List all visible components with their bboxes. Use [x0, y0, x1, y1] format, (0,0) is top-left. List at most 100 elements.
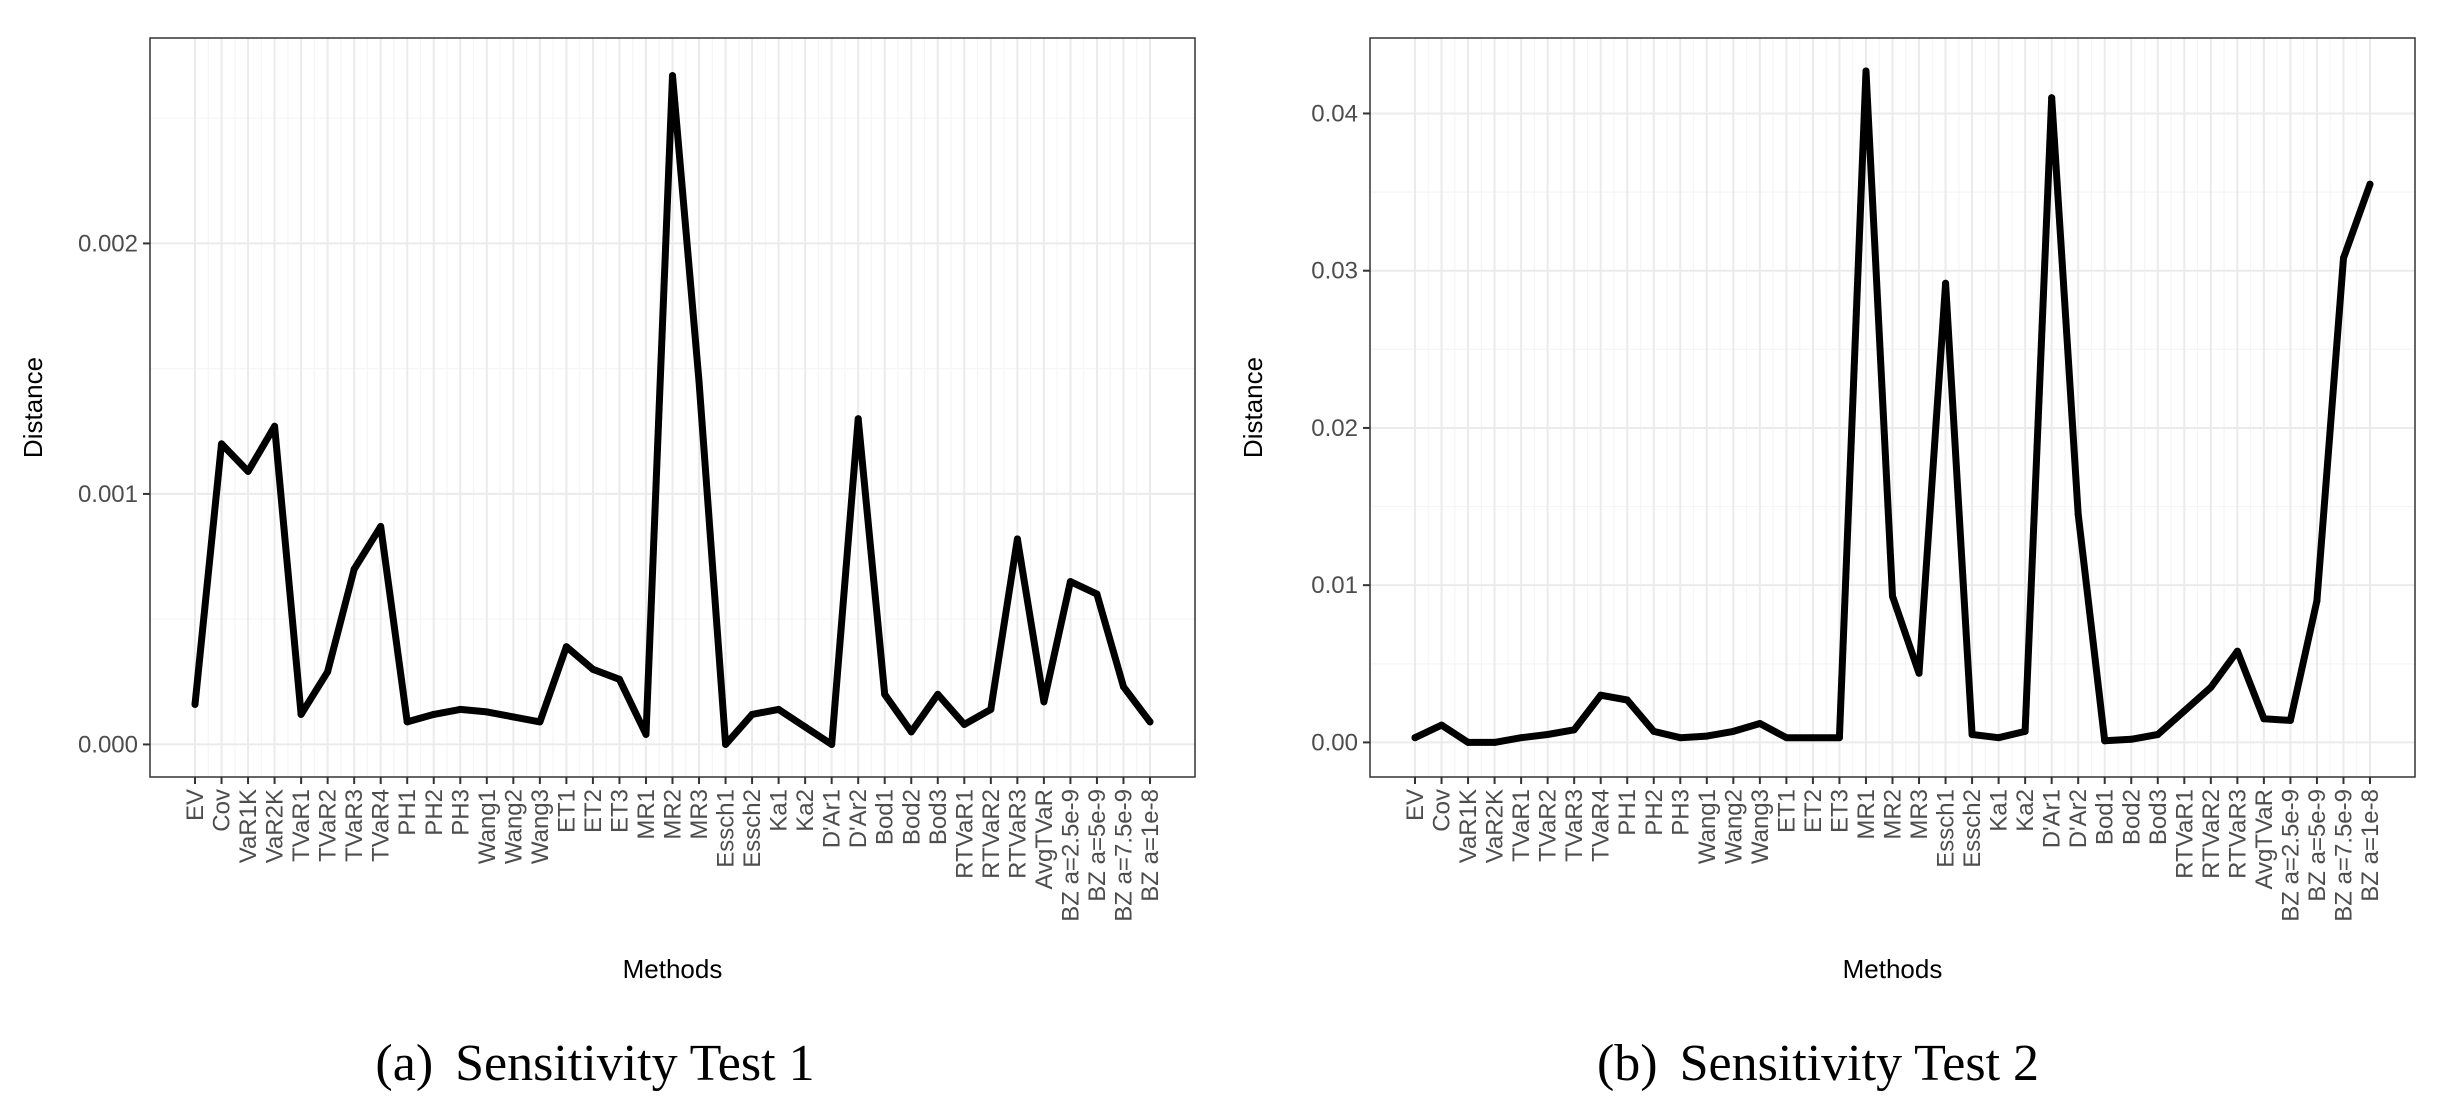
x-tick-label: AvgTVaR	[2251, 789, 2278, 890]
x-tick-label: ET2	[1800, 789, 1827, 833]
data-point	[456, 705, 464, 713]
data-point	[1995, 734, 2003, 742]
y-tick-label: 0.002	[78, 230, 138, 257]
data-point	[1942, 279, 1950, 287]
caption-label: (b)	[1597, 1035, 1658, 1092]
data-point	[562, 643, 570, 651]
y-tick-label: 0.02	[1311, 415, 1358, 442]
y-axis-title: Distance	[1238, 357, 1268, 458]
data-point	[2207, 683, 2215, 691]
x-tick-label: Wang2	[1720, 789, 1747, 864]
data-point	[403, 718, 411, 726]
data-point	[1756, 720, 1764, 728]
x-tick-label: BZ a=1e-8	[2357, 789, 2384, 902]
data-point	[1491, 738, 1499, 746]
x-tick-label: TVaR4	[368, 789, 395, 862]
y-tick-label: 0.00	[1311, 729, 1358, 756]
x-tick-label: ET1	[553, 789, 580, 833]
data-point	[642, 730, 650, 738]
x-tick-label: Wang1	[474, 789, 501, 864]
x-tick-label: Essch2	[1959, 789, 1986, 868]
x-tick-label: Ka1	[766, 789, 793, 832]
data-point	[509, 713, 517, 721]
data-point	[1411, 734, 1419, 742]
x-tick-label: TVaR4	[1588, 789, 1615, 862]
data-point	[1040, 698, 1048, 706]
x-tick-label: Cov	[1429, 789, 1456, 832]
x-tick-label: RTVaR1	[951, 789, 978, 879]
x-tick-label: RTVaR1	[2171, 789, 2198, 879]
x-tick-label: Ka2	[792, 789, 819, 832]
y-axis-title: Distance	[18, 357, 48, 458]
x-tick-label: ET2	[580, 789, 607, 833]
x-tick-label: MR3	[1906, 789, 1933, 840]
data-point	[1835, 734, 1843, 742]
x-tick-label: RTVaR2	[2198, 789, 2225, 879]
data-point	[1729, 727, 1737, 735]
data-point	[1650, 727, 1658, 735]
x-tick-label: Bod2	[898, 789, 925, 845]
data-point	[1889, 592, 1896, 600]
x-tick-label: Essch1	[713, 789, 740, 868]
x-tick-label: VaR2K	[1482, 789, 1509, 863]
x-tick-label: Wang3	[1747, 789, 1774, 864]
data-point	[1066, 578, 1074, 586]
caption-title: Sensitivity Test 1	[455, 1035, 814, 1092]
figure-caption: (a) Sensitivity Test 1	[375, 1035, 814, 1092]
data-point	[907, 728, 915, 736]
data-point	[1703, 732, 1711, 740]
data-point	[1146, 718, 1154, 726]
data-point	[191, 700, 199, 708]
data-point	[1782, 734, 1790, 742]
x-tick-label: TVaR1	[1508, 789, 1535, 862]
data-point	[2101, 737, 2109, 745]
y-tick-label: 0.001	[78, 481, 138, 508]
x-tick-label: BZ a=1e-8	[1137, 789, 1164, 902]
x-tick-label: VaR2K	[262, 789, 289, 863]
x-tick-label: RTVaR3	[1004, 789, 1031, 879]
x-tick-label: BZ a=2.5e-9	[2277, 789, 2304, 922]
y-tick-label: 0.000	[78, 731, 138, 758]
x-tick-label: PH1	[394, 789, 421, 836]
x-tick-label: BZ a=5e-9	[1084, 789, 1111, 902]
x-tick-label: ET1	[1773, 789, 1800, 833]
data-point	[2048, 94, 2056, 102]
x-tick-label: Bod1	[872, 789, 899, 845]
data-point	[669, 72, 676, 80]
data-point	[2286, 716, 2294, 724]
x-tick-label: PH2	[1641, 789, 1668, 836]
x-tick-label: BZ a=5e-9	[2304, 789, 2331, 902]
x-tick-label: D'Ar1	[819, 789, 846, 848]
data-point	[2233, 647, 2241, 655]
data-point	[589, 665, 597, 673]
x-tick-label: TVaR3	[1561, 789, 1588, 862]
data-point	[1517, 734, 1525, 742]
x-tick-label: Wang1	[1694, 789, 1721, 864]
data-point	[1544, 731, 1552, 739]
x-tick-label: PH1	[1614, 789, 1641, 836]
x-tick-label: Essch2	[739, 789, 766, 868]
data-point	[2260, 715, 2268, 723]
data-point	[2074, 510, 2082, 518]
x-tick-label: Bod1	[2092, 789, 2119, 845]
data-point	[615, 675, 623, 683]
data-point	[1093, 590, 1101, 598]
x-tick-label: BZ a=2.5e-9	[1057, 789, 1084, 922]
data-point	[854, 415, 862, 423]
data-point	[1968, 731, 1976, 739]
data-point	[430, 710, 438, 718]
data-point	[1438, 721, 1446, 729]
x-tick-label: Bod3	[925, 789, 952, 845]
data-point	[244, 467, 252, 475]
x-tick-label: Cov	[209, 789, 236, 832]
x-tick-label: D'Ar2	[2065, 789, 2092, 848]
x-tick-label: TVaR2	[1535, 789, 1562, 862]
x-tick-label: Wang3	[527, 789, 554, 864]
x-tick-label: MR1	[1853, 789, 1880, 840]
x-tick-label: BZ a=7.5e-9	[2330, 789, 2357, 922]
data-point	[1862, 67, 1870, 75]
x-tick-label: D'Ar2	[845, 789, 872, 848]
x-tick-label: TVaR1	[288, 789, 315, 862]
x-tick-label: RTVaR3	[2224, 789, 2251, 879]
x-tick-label: Bod3	[2145, 789, 2172, 845]
